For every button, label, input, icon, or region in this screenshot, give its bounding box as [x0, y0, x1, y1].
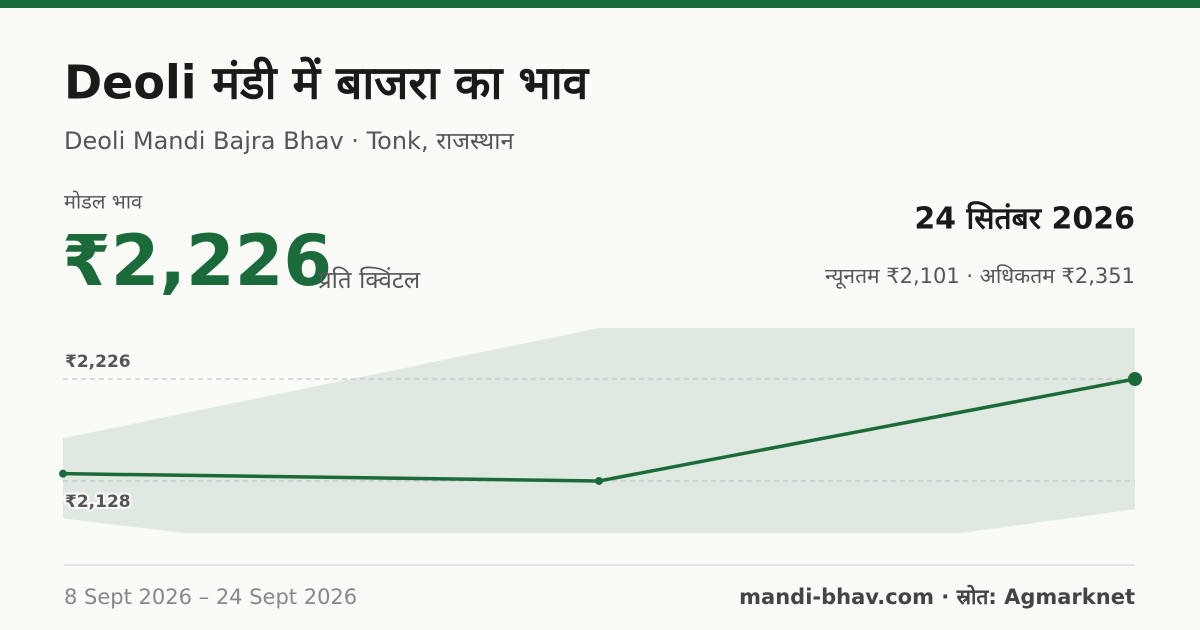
footer-dates: 8 Sept 2026 – 24 Sept 2026 [64, 585, 357, 609]
point [595, 476, 603, 485]
point [1128, 371, 1142, 386]
overlay: ₹2,226 ₹2,128 [59, 350, 1142, 514]
footer-source: mandi-bhav.com · स्रोत: Agmarknet [739, 584, 1135, 609]
point [59, 469, 67, 478]
title: Deoli मंडी में बाजरा का भाव [64, 56, 590, 110]
price-label: मोडल भाव [64, 190, 143, 214]
y-tick-label: ₹2,226 [65, 352, 131, 372]
min-max: न्यूनतम ₹2,101 · अधिकतम ₹2,351 [825, 264, 1135, 289]
price: ₹2,226 [62, 220, 332, 302]
date: 24 सितंबर 2026 [914, 201, 1135, 237]
y-tick-label: ₹2,128 [65, 492, 131, 512]
unit: प्रति क्विंटल [318, 266, 421, 294]
top-bar [0, 0, 1200, 8]
subtitle: Deoli Mandi Bajra Bhav · Tonk, राजस्थान [64, 127, 514, 155]
